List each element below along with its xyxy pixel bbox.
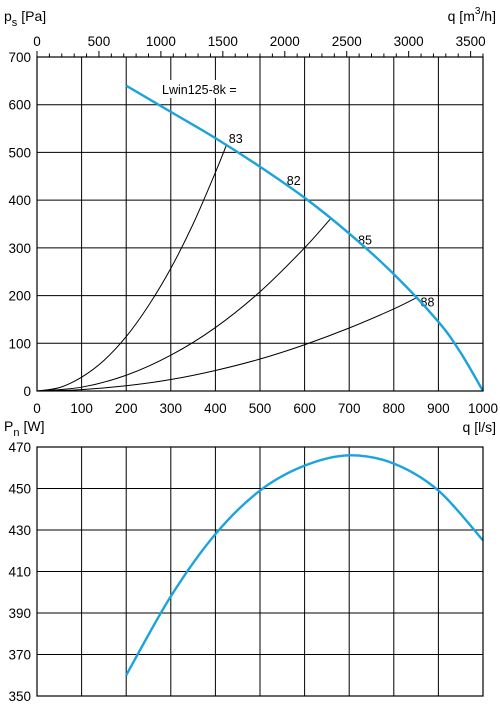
power-tick-label-5: 450 [8, 482, 31, 497]
airflow-ls-tick-label-3: 300 [160, 401, 183, 416]
power-axis-subscript: n [13, 427, 19, 439]
power-axis-unit: [W] [23, 418, 44, 434]
power-tick-labels: 350 370 390 410 430 450 470 [8, 440, 31, 704]
power-tick-label-6: 470 [8, 440, 31, 455]
airflow-m3h-tick-label-2: 1000 [146, 34, 176, 49]
airflow-m3h-tick-label-5: 2500 [332, 34, 362, 49]
pressure-tick-label-3: 300 [8, 241, 31, 256]
airflow-m3h-tick-label-0: 0 [33, 34, 41, 49]
power-curve-line [125, 454, 484, 676]
airflow-ls-axis-label: q [l/s] [463, 419, 496, 435]
power-tick-label-2: 390 [8, 606, 31, 621]
airflow-ls-tick-label-5: 500 [249, 401, 272, 416]
fan-curve-label: Lwin125-8k = [162, 83, 237, 97]
airflow-ls-tick-label-0: 0 [33, 401, 41, 416]
airflow-m3h-label-end: /h] [480, 8, 496, 24]
power-grid [36, 446, 484, 697]
pressure-plot-frame [36, 56, 484, 392]
airflow-ls-tick-label-6: 600 [293, 401, 316, 416]
pressure-tick-label-1: 100 [8, 336, 31, 351]
power-axis-symbol: P [4, 418, 13, 434]
power-chart: 350 370 390 410 430 450 470 Pn [W] [4, 418, 484, 704]
airflow-m3h-tick-label-7: 3500 [456, 34, 486, 49]
pressure-tick-label-2: 200 [8, 289, 31, 304]
airflow-ls-tick-label-9: 900 [427, 401, 450, 416]
airflow-m3h-tick-label-4: 2000 [270, 34, 300, 49]
pressure-grid [36, 56, 484, 392]
system-curve-label-82: 82 [287, 174, 301, 188]
pressure-tick-label-6: 600 [8, 98, 31, 113]
power-tick-label-1: 370 [8, 648, 31, 663]
pressure-axis-subscript: s [12, 17, 18, 29]
pressure-tick-label-4: 400 [8, 193, 31, 208]
power-tick-label-3: 410 [8, 565, 31, 580]
system-curve-label-85: 85 [358, 234, 372, 248]
pressure-axis-label: ps [Pa] [4, 8, 46, 29]
system-curve-85 [36, 297, 417, 392]
pressure-axis-unit: [Pa] [21, 8, 46, 24]
system-curve-83 [36, 144, 228, 392]
airflow-ls-tick-label-1: 100 [70, 401, 93, 416]
power-axis-label: Pn [W] [4, 418, 44, 439]
airflow-m3h-label-superscript: 3 [475, 6, 481, 17]
power-plot-frame [36, 446, 484, 697]
airflow-ls-tick-label-2: 200 [115, 401, 138, 416]
fan-curve-line [125, 84, 485, 392]
airflow-m3h-label-text: q [m [448, 8, 475, 24]
fan-curve-label-bg [158, 80, 258, 98]
system-curve-label-83: 83 [229, 132, 243, 146]
pressure-axis-symbol: p [4, 8, 12, 24]
airflow-ls-tick-label-4: 400 [204, 401, 227, 416]
airflow-ls-tick-label-8: 800 [383, 401, 406, 416]
airflow-m3h-tick-label-6: 3000 [394, 34, 424, 49]
airflow-ls-tick-label-10: 1000 [468, 401, 498, 416]
airflow-m3h-tick-label-1: 500 [88, 34, 111, 49]
airflow-m3h-tick-label-3: 1500 [208, 34, 238, 49]
power-tick-label-4: 430 [8, 523, 31, 538]
pressure-tick-label-0: 0 [23, 384, 31, 399]
airflow-m3h-ticks [36, 51, 484, 57]
airflow-m3h-axis-label: q [m3/h] [448, 6, 496, 24]
power-curves [125, 454, 484, 676]
airflow-ls-tick-label-7: 700 [338, 401, 361, 416]
system-curve-82 [36, 217, 332, 392]
power-tick-label-0: 350 [8, 689, 31, 704]
pressure-tick-label-5: 500 [8, 145, 31, 160]
pressure-tick-label-7: 700 [8, 50, 31, 65]
